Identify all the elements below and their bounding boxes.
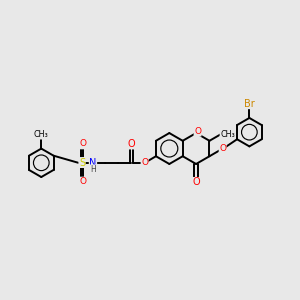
Text: Br: Br	[244, 99, 255, 109]
Text: O: O	[128, 139, 135, 149]
Text: CH₃: CH₃	[220, 130, 235, 139]
Text: O: O	[80, 139, 86, 148]
Text: O: O	[80, 177, 86, 186]
Text: S: S	[79, 158, 85, 167]
Text: N: N	[89, 158, 97, 167]
Text: O: O	[194, 127, 201, 136]
Text: O: O	[192, 178, 200, 188]
Text: O: O	[219, 144, 226, 153]
Text: O: O	[141, 158, 148, 167]
Text: H: H	[90, 165, 96, 174]
Text: CH₃: CH₃	[34, 130, 49, 139]
